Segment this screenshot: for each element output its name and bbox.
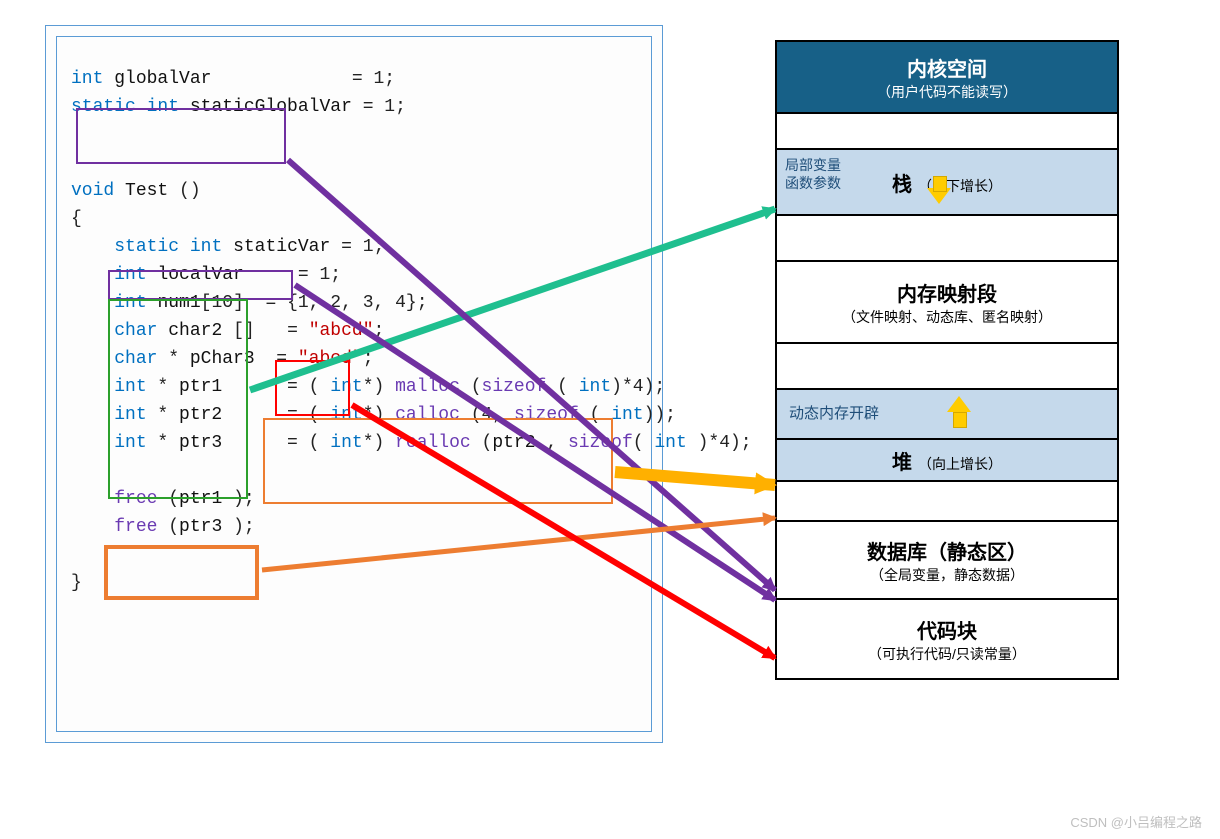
memory-row-suffix: （向上增长） <box>918 454 1002 474</box>
memory-row-sub: （文件映射、动态库、匿名映射） <box>842 307 1052 327</box>
memory-row-7: 堆 （向上增长） <box>777 440 1117 482</box>
memory-side-label: 动态内存开辟 <box>789 402 879 423</box>
memory-row-sub: （可执行代码/只读常量） <box>868 644 1026 664</box>
memory-row-6: 动态内存开辟 <box>777 390 1117 440</box>
highlight-red_abcd <box>275 360 350 416</box>
memory-row-9: 数据库（静态区）（全局变量，静态数据） <box>777 522 1117 600</box>
memory-row-2: 局部变量 函数参数栈（向下增长） <box>777 150 1117 216</box>
memory-row-title: 代码块 <box>917 615 977 644</box>
memory-row-8 <box>777 482 1117 522</box>
memory-row-sub: （全局变量，静态数据） <box>870 565 1024 585</box>
memory-row-5 <box>777 344 1117 390</box>
highlight-orange_malloc <box>263 418 613 504</box>
memory-row-10: 代码块（可执行代码/只读常量） <box>777 600 1117 678</box>
memory-row-title: 数据库（静态区） <box>867 536 1027 565</box>
memory-side-label: 局部变量 函数参数 <box>785 156 841 192</box>
arrow-down-icon <box>927 188 951 204</box>
memory-row-title: 内核空间 <box>907 53 987 82</box>
arrow-up-icon <box>947 396 971 412</box>
memory-row-0: 内核空间（用户代码不能读写） <box>777 42 1117 114</box>
memory-row-title: 堆 <box>892 446 912 475</box>
memory-row-title: 内存映射段 <box>897 278 997 307</box>
memory-row-1 <box>777 114 1117 150</box>
memory-row-sub: （用户代码不能读写） <box>877 82 1017 102</box>
highlight-orange_free <box>104 545 259 600</box>
memory-row-title: 栈 <box>892 168 912 197</box>
watermark: CSDN @小吕编程之路 <box>1070 812 1202 831</box>
memory-row-4: 内存映射段（文件映射、动态库、匿名映射） <box>777 262 1117 344</box>
memory-layout-column: 内核空间（用户代码不能读写）局部变量 函数参数栈（向下增长）内存映射段（文件映射… <box>775 40 1119 680</box>
highlight-purple_globals <box>76 108 286 164</box>
diagram-canvas: int globalVar = 1; static int staticGlob… <box>0 0 1220 839</box>
highlight-purple_staticVar <box>108 270 293 300</box>
memory-row-3 <box>777 216 1117 262</box>
highlight-green_locals <box>108 299 248 499</box>
